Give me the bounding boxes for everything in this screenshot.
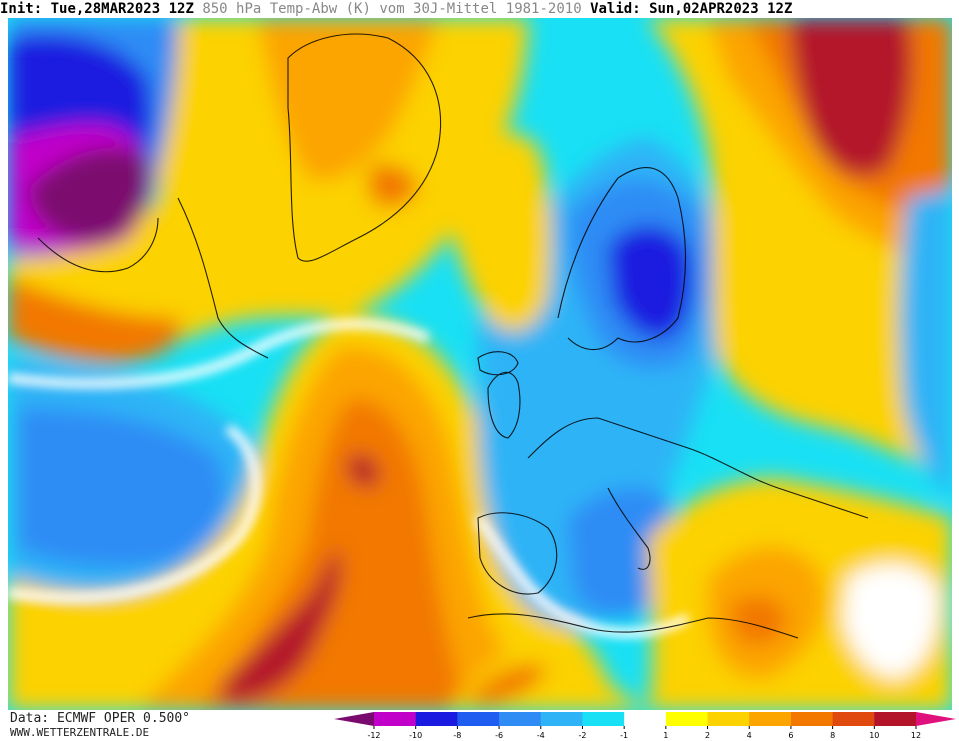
anomaly-area	[218, 548, 341, 703]
coastline-italy	[607, 487, 651, 570]
anomaly-area	[568, 487, 672, 619]
anomaly-area	[258, 18, 438, 181]
legend-tick-label: 10	[869, 731, 879, 740]
anomaly-map	[8, 18, 952, 710]
anomaly-area	[468, 664, 548, 706]
legend-swatch	[790, 712, 834, 726]
data-source-label: Data: ECMWF OPER 0.500°	[10, 711, 191, 726]
coastline-hudson	[37, 217, 159, 273]
valid-value: Sun,02APR2023 12Z	[649, 1, 793, 17]
coastline-labrador	[177, 197, 269, 359]
legend-tick-label: -2	[578, 731, 586, 740]
legend-tick-label: 8	[830, 731, 835, 740]
legend-tick-label: -8	[453, 731, 461, 740]
anomaly-area	[368, 164, 418, 207]
legend-swatch	[916, 712, 956, 726]
anomaly-area	[28, 148, 151, 243]
legend-tick-label: 2	[705, 731, 710, 740]
anomaly-area	[608, 225, 692, 339]
legend-tick-label: -6	[495, 731, 503, 740]
anomaly-area	[843, 564, 939, 678]
zero-band	[8, 423, 262, 603]
legend-swatch	[749, 712, 792, 726]
legend-swatch	[665, 712, 709, 726]
legend-swatch	[334, 712, 374, 726]
legend-tick-label: 1	[663, 731, 668, 740]
map-title: 850 hPa Temp-Abw (K) vom 30J-Mittel 1981…	[202, 1, 582, 17]
legend-tick-label: -4	[537, 731, 545, 740]
valid-label: Valid:	[590, 1, 641, 17]
anomaly-area	[18, 408, 226, 568]
legend-swatch	[707, 712, 750, 726]
coastline-scandinavia	[557, 167, 687, 351]
legend-swatch	[457, 712, 500, 726]
map-footer: Data: ECMWF OPER 0.500° WWW.WETTERZENTRA…	[0, 710, 959, 741]
website-label: WWW.WETTERZENTRALE.DE	[10, 726, 150, 739]
anomaly-area	[728, 595, 788, 646]
init-value: Tue,28MAR2023 12Z	[50, 1, 194, 17]
color-legend: -12 -10 -8 -6 -4 -2 -1 1 2 4 6 8 10 12	[334, 712, 956, 740]
legend-swatch	[415, 712, 458, 726]
coastline-british-isles	[487, 371, 521, 439]
anomaly-area	[438, 133, 551, 332]
anomaly-area	[788, 18, 912, 177]
map-header: Init: Tue,28MAR2023 12Z 850 hPa Temp-Abw…	[0, 0, 959, 18]
anomaly-area	[348, 454, 380, 488]
legend-tick-label: -10	[409, 731, 422, 740]
legend-swatch	[374, 712, 417, 726]
legend-swatch	[540, 712, 583, 726]
legend-swatch	[582, 712, 625, 726]
init-label: Init:	[0, 1, 43, 17]
zero-band	[8, 319, 430, 389]
legend-swatch	[499, 712, 542, 726]
legend-swatch	[874, 712, 917, 726]
zero-band	[473, 515, 691, 638]
coastline-africa	[467, 613, 799, 639]
legend-tick-label: -1	[620, 731, 628, 740]
legend-tick-label: 6	[788, 731, 793, 740]
legend-tick-label: 12	[911, 731, 921, 740]
coastline-iberia	[477, 512, 558, 595]
anomaly-area	[8, 278, 181, 363]
legend-tick-label: 4	[747, 731, 752, 740]
coastline-greenland	[287, 33, 442, 262]
legend-swatch	[624, 712, 667, 726]
legend-swatch	[832, 712, 875, 726]
coastline-europe	[527, 417, 869, 519]
legend-tick-label: -12	[367, 731, 380, 740]
coastline-iceland	[477, 351, 519, 376]
anomaly-area	[198, 398, 468, 710]
anomaly-area	[899, 188, 952, 498]
